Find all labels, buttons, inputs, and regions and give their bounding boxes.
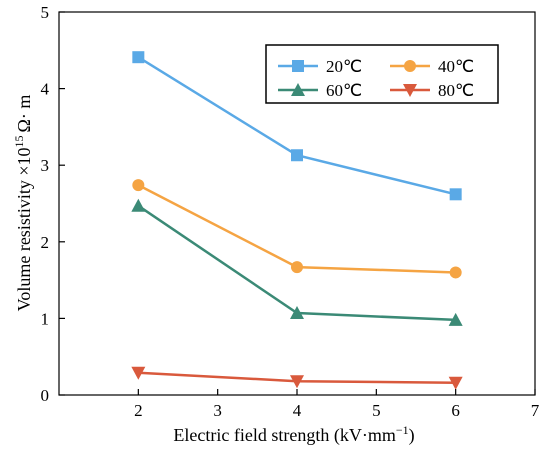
legend-marker-1 [292, 60, 304, 72]
data-point-4-2 [290, 375, 304, 389]
plot-area [131, 51, 463, 390]
x-tick-label: 5 [372, 401, 381, 420]
data-point-2-2 [291, 261, 303, 274]
legend-label-1: 20℃ [326, 57, 362, 76]
data-point-1-2 [291, 149, 303, 162]
data-point-1-1 [132, 51, 145, 64]
x-tick-label: 6 [451, 401, 460, 420]
x-axis-title: Electric field strength (kV·mm−1) [173, 423, 414, 446]
axes: 2 3 4 5 6 7 0 1 2 3 4 5 [41, 3, 540, 420]
data-point-2-3 [449, 266, 462, 279]
data-point-4-1 [131, 366, 146, 380]
x-tick-label: 3 [213, 401, 222, 420]
data-point-1-3 [449, 188, 462, 201]
data-point-4-3 [448, 376, 463, 390]
y-tick-label: 1 [41, 309, 50, 328]
legend-marker-3 [291, 83, 305, 96]
legend-label-3: 60℃ [326, 81, 362, 100]
x-tick-label: 7 [531, 401, 540, 420]
y-tick-label: 3 [41, 156, 50, 175]
data-point-3-2 [290, 306, 304, 320]
legend-marker-4 [403, 84, 417, 97]
data-point-2-1 [132, 179, 145, 192]
data-point-3-3 [448, 312, 463, 326]
legend-marker-2 [404, 60, 416, 72]
y-tick-label: 4 [41, 80, 50, 99]
y-tick-label: 0 [41, 386, 50, 405]
legend-box [265, 44, 499, 104]
series-line-2 [137, 184, 456, 274]
y-tick-label: 5 [41, 3, 50, 22]
x-tick-label: 2 [134, 401, 143, 420]
legend: 20℃ 40℃ 60℃ 80℃ [265, 44, 499, 104]
data-point-3-1 [131, 198, 146, 212]
y-axis-title: Volume resistivity ×1015Ω· m [12, 95, 34, 312]
x-tick-label: 4 [293, 401, 302, 420]
y-tick-label: 2 [41, 233, 50, 252]
legend-label-4: 80℃ [438, 81, 474, 100]
legend-label-2: 40℃ [438, 57, 474, 76]
